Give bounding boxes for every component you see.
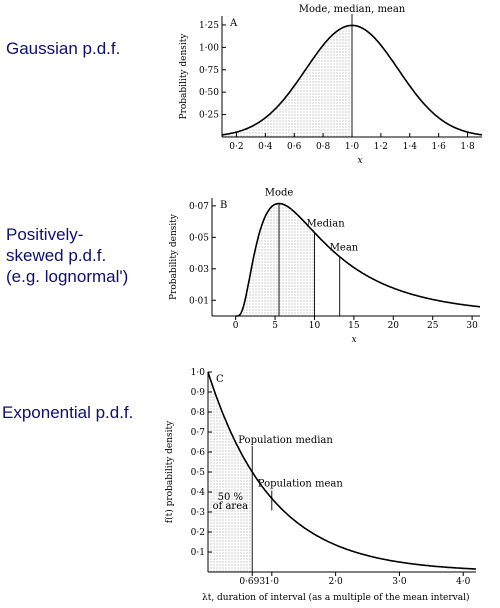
y-tick-label-C: 0·4 — [191, 488, 206, 498]
shaded-area-A — [222, 25, 352, 137]
x-tick-label-C: 1·0 — [265, 577, 280, 587]
x-tick-label-B: 30 — [466, 321, 478, 331]
y-tick-label-B: 0·07 — [189, 202, 209, 212]
x-tick-label-A: 1·6 — [432, 142, 447, 152]
panel-letter-B: B — [220, 200, 227, 211]
annotation-A: Mode, median, mean — [299, 4, 406, 15]
x-tick-label-B: 10 — [309, 321, 321, 331]
y-tick-label-C: 0·2 — [191, 528, 205, 538]
y-tick-label-C: 0·3 — [191, 508, 206, 518]
curve-C — [207, 371, 477, 570]
annotation-B: Mode — [265, 188, 294, 199]
x-tick-label-A: 1·4 — [403, 142, 418, 152]
y-tick-label-C: 0·6 — [191, 448, 206, 458]
panel-letter-C: C — [216, 374, 224, 385]
curve-B — [236, 202, 481, 317]
y-tick-label-C: 0·7 — [191, 428, 206, 438]
y-tick-label-A: 1·25 — [199, 21, 219, 31]
x-tick-label-A: 1·8 — [460, 142, 475, 152]
x-tick-label-B: 0 — [233, 321, 239, 331]
y-tick-label-B: 0·03 — [189, 265, 209, 275]
x-tick-label-B: 20 — [388, 321, 400, 331]
annotation-B: Mean — [330, 243, 359, 254]
x-axis-label-A: x — [357, 156, 362, 166]
shaded-area-C — [208, 372, 253, 572]
x-tick-label-B: 5 — [272, 321, 278, 331]
y-tick-label-C: 0·5 — [191, 468, 206, 478]
label-skewed-line: (e.g. lognormal') — [6, 267, 129, 286]
x-tick-label-A: 0·2 — [229, 142, 243, 152]
y-tick-label-C: 0·9 — [191, 388, 206, 398]
x-tick-label-A: 0·6 — [287, 142, 302, 152]
x-tick-label-A: 1·0 — [345, 142, 360, 152]
y-tick-label-A: 0·75 — [199, 66, 219, 76]
x-axis-label-C: λt, duration of interval (as a multiple … — [202, 592, 470, 603]
y-tick-label-A: 0·25 — [199, 111, 219, 121]
x-tick-label-C: 2·0 — [328, 577, 343, 587]
y-axis-label-A: Probability density — [179, 33, 189, 120]
label-skewed-line: Positively- — [6, 225, 84, 244]
annotation-B: Median — [306, 219, 345, 230]
annotation-C: Population median — [238, 435, 333, 446]
label-exponential: Exponential p.d.f. — [2, 402, 133, 423]
label-exponential-line: Exponential p.d.f. — [2, 403, 134, 422]
label-gaussian: Gaussian p.d.f. — [6, 38, 120, 59]
y-tick-label-C: 0·8 — [191, 408, 206, 418]
y-tick-label-B: 0·05 — [189, 233, 209, 243]
panel-letter-A: A — [229, 18, 238, 29]
annotation-C: 50 % — [218, 492, 243, 503]
annotation-C: of area — [213, 501, 249, 512]
label-skewed-line: skewed p.d.f. — [6, 246, 107, 265]
y-tick-label-C: 0·1 — [191, 548, 205, 558]
x-tick-label-A: 0·4 — [258, 142, 273, 152]
x-tick-label-A: 1·2 — [374, 142, 388, 152]
y-tick-label-A: 1·00 — [199, 43, 219, 53]
y-axis-label-C: f(t) probability density — [164, 420, 175, 523]
y-tick-label-B: 0·01 — [189, 296, 209, 306]
x-tick-label-C: 4·0 — [456, 577, 471, 587]
label-gaussian-line: Gaussian p.d.f. — [6, 39, 121, 58]
shaded-area-B — [236, 203, 315, 316]
x-axis-label-B: x — [351, 335, 356, 345]
y-tick-label-C: 1·0 — [191, 368, 206, 378]
y-axis-label-B: Probability density — [169, 213, 179, 300]
x-tick-label-B: 25 — [427, 321, 439, 331]
x-tick-label-C: 3·0 — [392, 577, 407, 587]
x-tick-label-A: 0·8 — [316, 142, 331, 152]
annotation-C: Population mean — [258, 478, 344, 489]
label-skewed: Positively- skewed p.d.f. (e.g. lognorma… — [6, 224, 128, 287]
x-tick-label-B: 15 — [348, 321, 360, 331]
x-tick-label-C: 0·693 — [239, 577, 265, 587]
y-tick-label-A: 0·50 — [199, 88, 219, 98]
